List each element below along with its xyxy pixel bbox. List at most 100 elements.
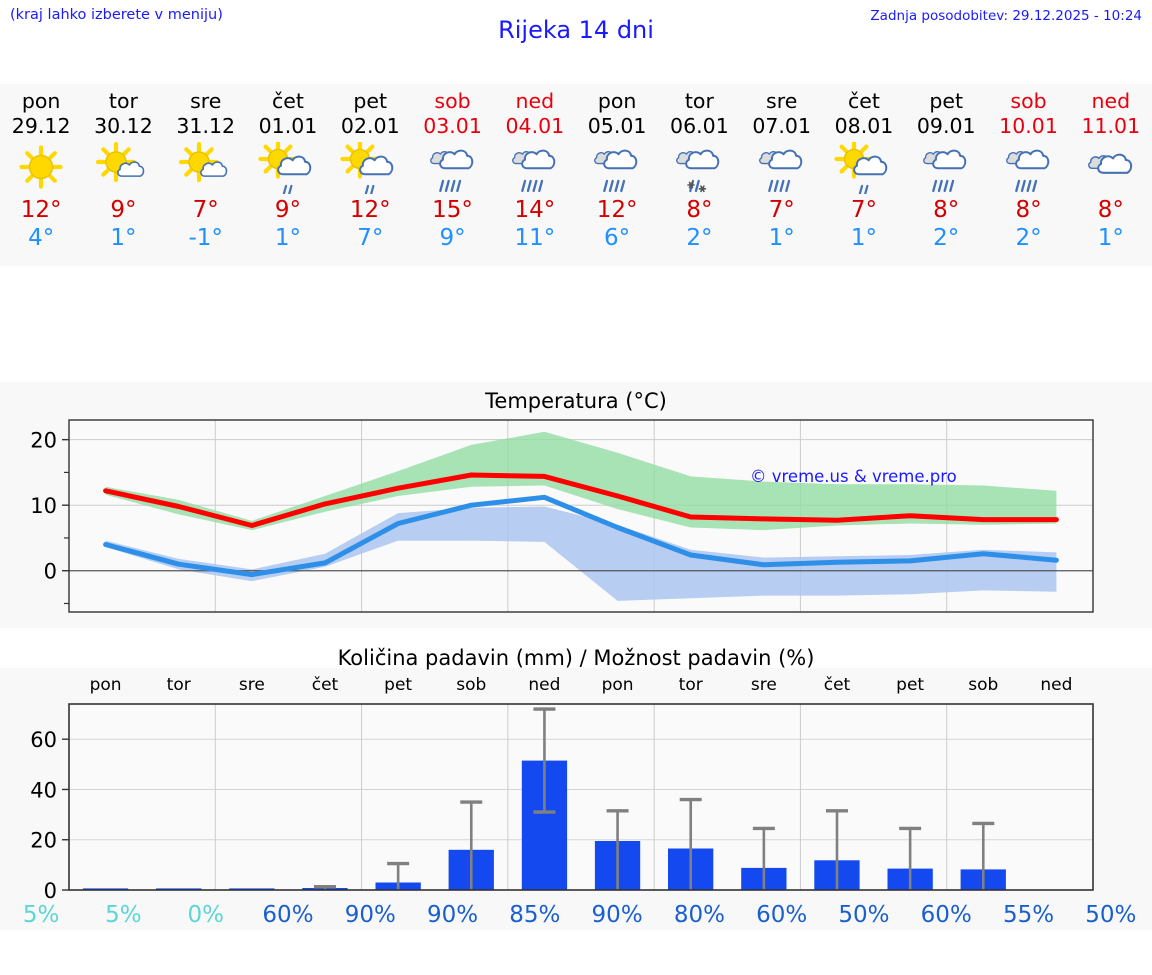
sun-icon xyxy=(9,142,73,194)
day-column[interactable]: sob 10.01 8° 2° xyxy=(987,84,1069,266)
precipitation-day-label: tor xyxy=(166,675,191,695)
precipitation-day-label: pet xyxy=(896,675,925,695)
svg-text:20: 20 xyxy=(30,429,57,453)
day-column[interactable]: tor 30.12 9° 1° xyxy=(82,84,164,266)
sun-cloud-icon xyxy=(174,141,238,194)
day-date-label: 05.01 xyxy=(587,114,647,138)
svg-text:40: 40 xyxy=(30,778,57,802)
precipitation-probability-label: 5% xyxy=(105,902,142,928)
day-column[interactable]: pet 09.01 8° 2° xyxy=(905,84,987,266)
day-date-label: 02.01 xyxy=(340,114,400,138)
min-temperature-label: 2° xyxy=(933,225,960,251)
precipitation-day-label: čet xyxy=(311,675,339,695)
menu-hint-text: (kraj lahko izberete v meniju) xyxy=(10,7,223,23)
day-date-label: 01.01 xyxy=(258,114,318,138)
max-temperature-label: 7° xyxy=(768,197,795,223)
precipitation-day-label: sre xyxy=(238,675,265,695)
precipitation-probability-label: 60% xyxy=(920,902,972,928)
cloud-icon xyxy=(1079,142,1143,194)
day-date-label: 07.01 xyxy=(752,114,812,138)
day-of-week-label: pon xyxy=(21,89,61,113)
cloud-sleet-icon xyxy=(667,142,731,194)
max-temperature-label: 8° xyxy=(1015,197,1042,223)
precipitation-day-label: tor xyxy=(678,675,703,695)
min-temperature-label: 1° xyxy=(850,225,878,251)
precipitation-probability-label: 60% xyxy=(756,902,808,928)
sun-cloud-icon xyxy=(91,141,155,194)
day-column[interactable]: ned 04.01 14° 11° xyxy=(494,84,576,266)
day-of-week-label: pet xyxy=(353,89,388,113)
max-temperature-label: 8° xyxy=(686,197,713,223)
day-of-week-label: čet xyxy=(847,89,880,113)
min-temperature-label: 4° xyxy=(28,225,55,251)
page-title: Rijeka 14 dni xyxy=(498,16,654,44)
day-column[interactable]: tor 06.01 8° 2° xyxy=(658,84,740,266)
precipitation-probability-label: 55% xyxy=(1002,902,1055,928)
day-of-week-label: ned xyxy=(515,89,555,113)
precipitation-day-label: čet xyxy=(823,675,851,695)
day-of-week-label: sob xyxy=(434,89,471,113)
max-temperature-label: 12° xyxy=(596,197,638,223)
svg-text:10: 10 xyxy=(30,494,57,518)
precipitation-probability-label: 60% xyxy=(262,902,314,928)
day-of-week-label: tor xyxy=(684,89,714,113)
sun-cloud-rain-icon xyxy=(338,139,402,197)
svg-text:0: 0 xyxy=(44,879,57,903)
day-date-label: 11.01 xyxy=(1081,114,1141,138)
day-date-label: 10.01 xyxy=(999,114,1058,138)
day-column[interactable]: sre 31.12 7° -1° xyxy=(165,84,247,266)
day-of-week-label: pon xyxy=(597,89,637,113)
day-of-week-label: pet xyxy=(929,89,964,113)
precipitation-day-label: ned xyxy=(1040,675,1073,695)
cloud-rain-icon xyxy=(421,142,485,194)
min-temperature-label: 6° xyxy=(604,225,631,251)
min-temperature-label: 2° xyxy=(686,225,713,251)
cloud-rain-icon xyxy=(997,142,1061,194)
precipitation-day-labels: pon tor sre čet pet sob ned pon tor sre čet pet sob n… xyxy=(69,675,1093,695)
precipitation-probability-label: 50% xyxy=(1085,902,1137,928)
temperature-chart-title: Temperatura (°C) xyxy=(485,389,667,413)
cloud-rain-icon xyxy=(914,142,978,194)
precipitation-day-label: sob xyxy=(456,675,487,695)
min-temperature-label: 9° xyxy=(439,225,466,251)
day-column[interactable]: čet 08.01 7° 1° xyxy=(823,84,905,266)
min-temperature-label: 7° xyxy=(357,225,384,251)
precipitation-probability-label: 90% xyxy=(344,902,396,928)
cloud-rain-icon xyxy=(585,142,649,194)
precipitation-day-label: ned xyxy=(528,675,561,695)
copyright-text: © vreme.us & vreme.pro xyxy=(750,467,957,486)
day-column[interactable]: pon 05.01 12° 6° xyxy=(576,84,658,266)
cloud-rain-icon xyxy=(750,142,814,194)
day-column[interactable]: čet 01.01 9° 1° xyxy=(247,84,329,266)
day-column[interactable]: pon 29.12 12° 4° xyxy=(0,84,82,266)
max-temperature-label: 8° xyxy=(1097,197,1124,223)
day-column[interactable]: sob 03.01 15° 9° xyxy=(411,84,493,266)
precipitation-day-label: pet xyxy=(384,675,413,695)
max-temperature-label: 7° xyxy=(192,197,219,223)
min-temperature-label: 11° xyxy=(514,225,556,251)
day-of-week-label: tor xyxy=(108,89,138,113)
min-temperature-label: 1° xyxy=(274,225,302,251)
day-date-label: 09.01 xyxy=(916,114,976,138)
day-column[interactable]: sre 07.01 7° 1° xyxy=(741,84,823,266)
day-of-week-label: ned xyxy=(1091,89,1131,113)
min-temperature-label: 1° xyxy=(110,225,137,251)
day-column[interactable]: ned 11.01 8° 1° xyxy=(1070,84,1152,266)
day-date-label: 30.12 xyxy=(94,114,153,138)
precipitation-probability-label: 80% xyxy=(673,902,725,928)
day-column[interactable]: pet 02.01 12° 7° xyxy=(329,84,411,266)
day-date-label: 08.01 xyxy=(834,114,894,138)
cloud-rain-icon xyxy=(503,142,567,194)
min-temperature-label: -1° xyxy=(188,225,223,251)
precipitation-probability-label: 0% xyxy=(187,902,224,928)
precipitation-probability-label: 90% xyxy=(426,902,479,928)
daily-forecast-strip: pon 29.12 12° 4° tor 30.12 9° 1° sre 31.12 7° -1°… xyxy=(0,84,1152,266)
day-of-week-label: sre xyxy=(190,89,222,113)
day-date-label: 06.01 xyxy=(670,114,729,138)
sun-cloud-rain-icon xyxy=(832,139,896,197)
max-temperature-label: 14° xyxy=(514,197,556,223)
min-temperature-label: 1° xyxy=(1097,225,1124,251)
precipitation-day-label: sre xyxy=(750,675,777,695)
min-temperature-label: 2° xyxy=(1015,225,1042,251)
